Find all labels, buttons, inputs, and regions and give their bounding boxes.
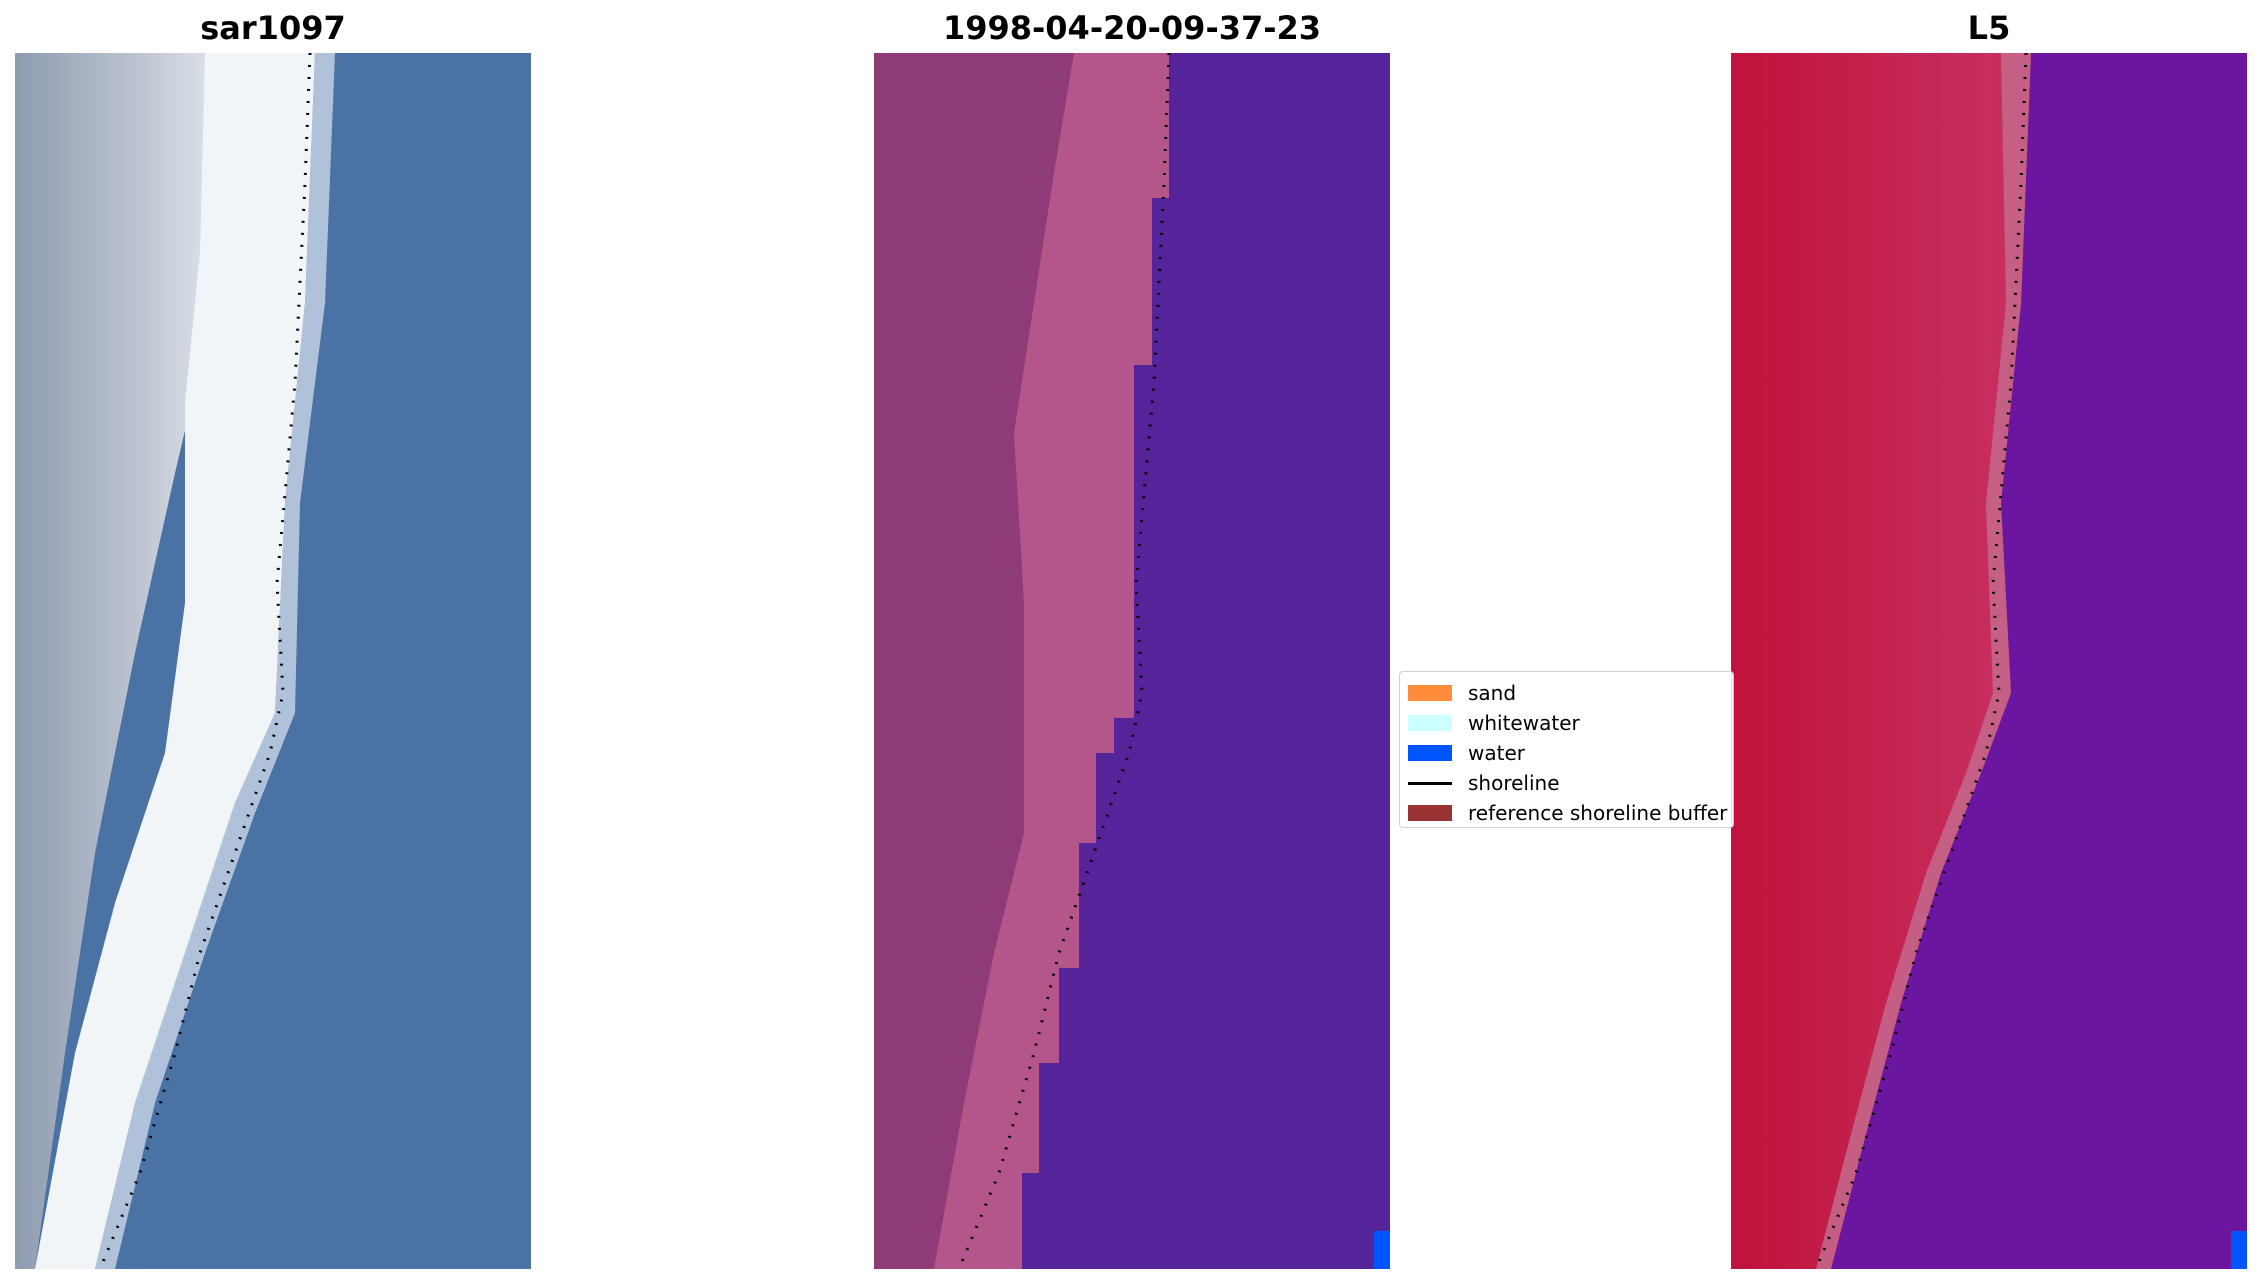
legend-item-whitewater: whitewater [1408, 708, 1733, 738]
legend-label: shoreline [1468, 771, 1560, 795]
reference-buffer-swatch [1408, 805, 1452, 821]
panel-title-rgb: sar1097 [200, 9, 346, 47]
classified-image-panel [874, 53, 1390, 1269]
legend-label: sand [1468, 681, 1517, 705]
legend: sand whitewater water shoreline referenc… [1399, 671, 1734, 828]
index-image-panel [1731, 53, 2247, 1269]
sand-swatch [1408, 685, 1452, 701]
legend-label: reference shoreline buffer [1468, 801, 1728, 825]
legend-item-water: water [1408, 738, 1733, 768]
rgb-image-panel [15, 53, 531, 1269]
legend-item-sand: sand [1408, 678, 1733, 708]
legend-label: whitewater [1468, 711, 1580, 735]
panel-title-classified: 1998-04-20-09-37-23 [942, 9, 1322, 47]
shoreline-line-icon [1408, 781, 1452, 785]
panel-title-index: L5 [1967, 9, 2011, 47]
water-swatch [1408, 745, 1452, 761]
legend-item-shoreline: shoreline [1408, 768, 1733, 798]
legend-label: water [1468, 741, 1525, 765]
whitewater-swatch [1408, 715, 1452, 731]
legend-item-reference-buffer: reference shoreline buffer [1408, 798, 1733, 828]
